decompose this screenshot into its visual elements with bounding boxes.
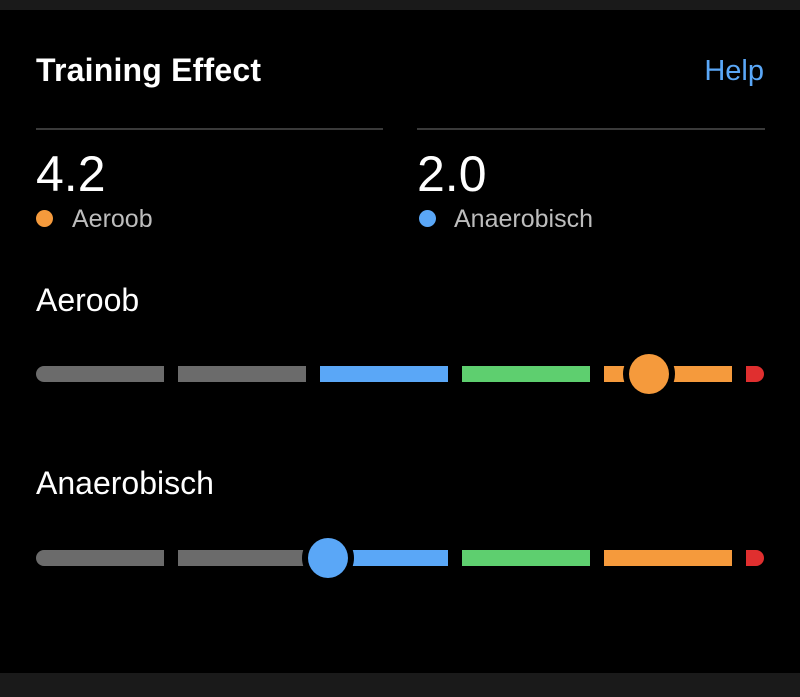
anaerobic-section-title: Anaerobisch: [36, 465, 214, 501]
status-bar-strip: [0, 0, 800, 10]
aerobic-scale-zone-1-segment: [36, 366, 164, 382]
aerobic-scale-zone-2-segment: [178, 366, 306, 382]
aerobic-scale-knob: [629, 354, 670, 394]
anaerobic-scale-zone-4-segment: [462, 550, 590, 566]
anaerobic-value: 2.0: [417, 146, 487, 202]
anaerobic-scale-zone-6-segment: [746, 550, 764, 566]
divider-anaerobic: [417, 128, 765, 130]
anaerobic-scale: [36, 538, 766, 578]
aerobic-legend-dot: [36, 210, 53, 227]
aerobic-scale-zone-3-segment: [320, 366, 448, 382]
aerobic-scale-zone-6-segment: [746, 366, 764, 382]
anaerobic-legend-dot: [419, 210, 436, 227]
anaerobic-scale-zone-5-segment: [604, 550, 732, 566]
aerobic-value: 4.2: [36, 146, 106, 202]
anaerobic-label: Anaerobisch: [454, 205, 593, 233]
anaerobic-scale-knob: [308, 538, 348, 578]
card-title: Training Effect: [36, 52, 262, 88]
bottom-nav-strip: [0, 673, 800, 697]
aerobic-section-title: Aeroob: [36, 282, 140, 318]
anaerobic-scale-zone-1-segment: [36, 550, 164, 566]
anaerobic-scale-zone-3-segment: [320, 550, 448, 566]
aerobic-scale: [36, 354, 766, 394]
help-link[interactable]: Help: [704, 55, 764, 87]
divider-aerobic: [36, 128, 383, 130]
aerobic-label: Aeroob: [72, 205, 153, 233]
aerobic-scale-zone-4-segment: [462, 366, 590, 382]
training-effect-card: Training Effect Help 4.2 2.0 Aeroob Anae…: [0, 10, 800, 673]
anaerobic-scale-zone-2-segment: [178, 550, 306, 566]
